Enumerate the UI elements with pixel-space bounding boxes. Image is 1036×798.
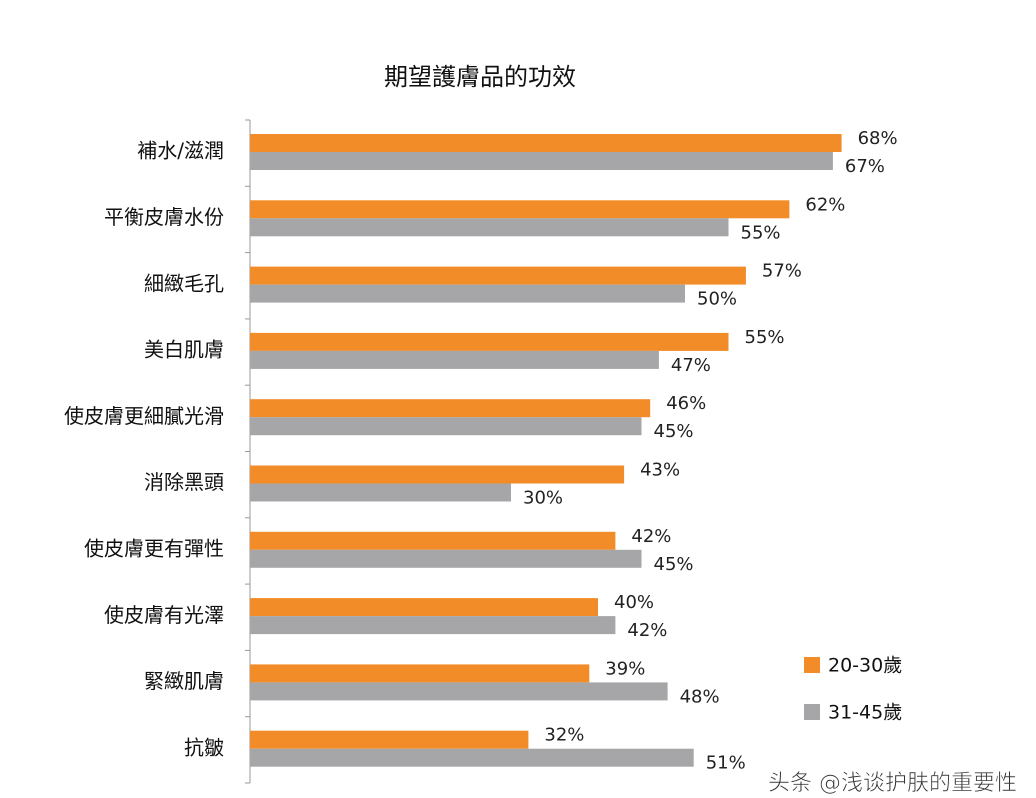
legend-label-20-30: 20-30歲 bbox=[828, 655, 902, 677]
bar-20-30 bbox=[250, 598, 598, 617]
legend-swatch-31-45 bbox=[804, 704, 820, 720]
data-label: 67% bbox=[845, 156, 885, 177]
data-label: 55% bbox=[741, 222, 781, 243]
data-label: 30% bbox=[523, 488, 563, 509]
data-label: 43% bbox=[640, 460, 680, 481]
bar-31-45 bbox=[250, 483, 511, 502]
data-label: 48% bbox=[680, 686, 720, 707]
bar-31-45 bbox=[250, 549, 642, 568]
category-label: 美白肌膚 bbox=[144, 338, 224, 362]
category-label: 使皮膚有光澤 bbox=[104, 603, 224, 627]
legend-swatch-20-30 bbox=[804, 657, 820, 673]
data-label: 57% bbox=[762, 261, 802, 282]
bar-31-45 bbox=[250, 350, 659, 369]
bar-31-45 bbox=[250, 218, 729, 237]
bar-31-45 bbox=[250, 748, 694, 767]
bar-31-45 bbox=[250, 616, 616, 635]
data-label: 39% bbox=[605, 658, 645, 679]
bar-31-45 bbox=[250, 284, 685, 303]
data-label: 40% bbox=[614, 592, 654, 613]
bar-20-30 bbox=[250, 266, 746, 285]
bar-31-45 bbox=[250, 152, 833, 170]
bar-31-45 bbox=[250, 682, 668, 701]
category-label: 使皮膚更有彈性 bbox=[84, 536, 224, 560]
bar-20-30 bbox=[250, 332, 729, 351]
bar-31-45 bbox=[250, 417, 642, 436]
category-label: 使皮膚更細膩光滑 bbox=[64, 404, 224, 428]
bar-20-30 bbox=[250, 730, 529, 749]
category-label: 緊緻肌膚 bbox=[144, 669, 224, 693]
data-label: 42% bbox=[627, 620, 667, 641]
bar-20-30 bbox=[250, 664, 590, 683]
data-label: 42% bbox=[631, 526, 671, 547]
chart-title: 期望護膚品的功效 bbox=[384, 63, 576, 91]
category-label: 細緻毛孔 bbox=[144, 271, 224, 295]
bar-20-30 bbox=[250, 399, 651, 418]
data-label: 62% bbox=[805, 194, 845, 215]
data-label: 55% bbox=[745, 327, 785, 348]
data-label: 45% bbox=[654, 421, 694, 442]
data-label: 47% bbox=[671, 355, 711, 376]
data-label: 45% bbox=[654, 554, 694, 575]
data-label: 51% bbox=[706, 753, 746, 774]
bar-20-30 bbox=[250, 134, 842, 152]
data-label: 68% bbox=[858, 128, 898, 149]
category-label: 補水/滋潤 bbox=[137, 139, 224, 163]
legend: 20-30歲 31-45歲 bbox=[804, 655, 902, 724]
data-label: 46% bbox=[666, 393, 706, 414]
bar-20-30 bbox=[250, 200, 790, 219]
bar-20-30 bbox=[250, 531, 616, 550]
legend-label-31-45: 31-45歲 bbox=[828, 702, 902, 724]
category-label: 平衡皮膚水份 bbox=[104, 205, 224, 229]
data-label: 32% bbox=[544, 725, 584, 746]
watermark: 头条 @浅谈护肤的重要性 bbox=[768, 771, 1017, 796]
category-label: 消除黑頭 bbox=[144, 470, 224, 494]
bar-20-30 bbox=[250, 465, 625, 484]
bars-group: 補水/滋潤 68% 67% 平衡皮膚水份 62% 55% 細緻毛孔 57% 50% 美白肌膚 55%… bbox=[64, 119, 898, 784]
data-label: 50% bbox=[697, 289, 737, 310]
category-label: 抗皺 bbox=[184, 735, 224, 759]
